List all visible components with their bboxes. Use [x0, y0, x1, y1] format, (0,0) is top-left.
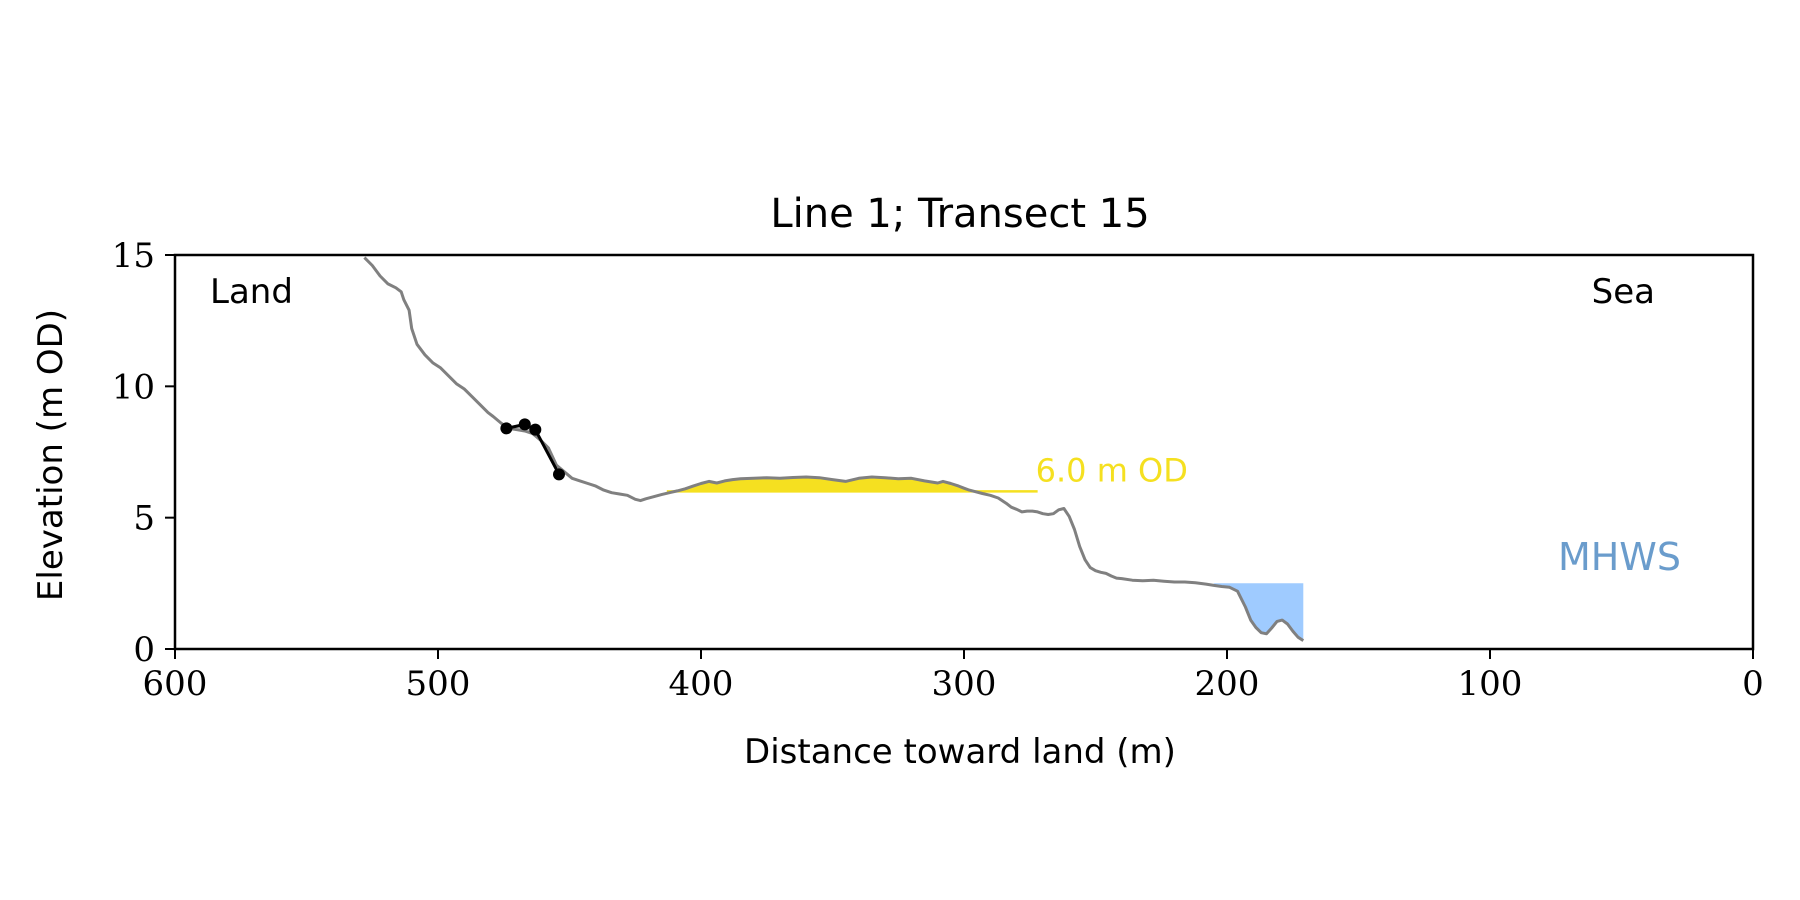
x-tick-label: 600 [143, 664, 208, 704]
y-axis-label: Elevation (m OD) [31, 309, 71, 601]
land-annotation: Land [210, 272, 293, 312]
x-tick-label: 100 [1458, 664, 1523, 704]
x-tick-label: 200 [1195, 664, 1260, 704]
axes-layer [173, 253, 1755, 651]
line-layer [363, 256, 1305, 642]
x-tick-label: 400 [669, 664, 734, 704]
y-tick-label: 5 [133, 499, 155, 539]
x-axis-label: Distance toward land (m) [744, 732, 1176, 772]
feature-point [529, 423, 542, 436]
y-tick-label: 0 [133, 630, 155, 670]
mhws-label: MHWS [1558, 535, 1681, 579]
level-label: 6.0 m OD [1036, 451, 1188, 489]
feature-point [518, 418, 531, 431]
feature-point [552, 468, 565, 481]
x-tick-label: 300 [932, 664, 997, 704]
plot-frame [173, 253, 1755, 651]
chart-title: Line 1; Transect 15 [770, 191, 1149, 237]
feature-point [500, 422, 513, 435]
x-tick-label: 500 [406, 664, 471, 704]
mhws-fill-area [1213, 583, 1304, 641]
y-tick-label: 15 [112, 236, 155, 276]
x-tick-label: 0 [1742, 664, 1764, 704]
level-fill-area [666, 477, 991, 492]
y-tick-label: 10 [112, 367, 155, 407]
profile-line [363, 256, 1305, 642]
tick-layer: 600 500 400 300 200 100 0 0 5 10 15 [112, 236, 1764, 704]
sea-annotation: Sea [1592, 272, 1655, 312]
